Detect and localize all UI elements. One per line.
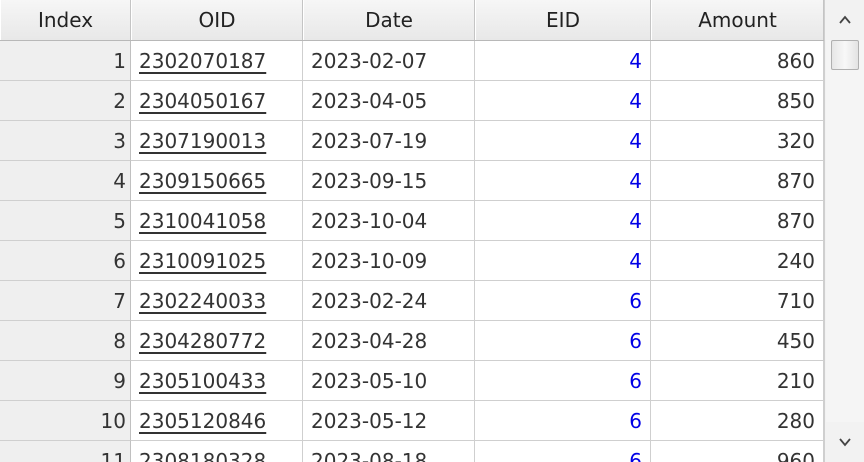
column-header-index[interactable]: Index: [0, 0, 131, 40]
cell-oid[interactable]: 2302240033: [131, 281, 303, 321]
oid-link[interactable]: 2304280772: [139, 328, 267, 353]
cell-index: 8: [0, 321, 131, 361]
table-row[interactable]: 4 2309150665 2023-09-15 4 870: [0, 161, 824, 201]
cell-index: 5: [0, 201, 131, 241]
cell-oid[interactable]: 2304050167: [131, 81, 303, 121]
cell-index: 2: [0, 81, 131, 121]
cell-index: 9: [0, 361, 131, 401]
cell-index: 1: [0, 41, 131, 81]
cell-amount: 870: [651, 161, 824, 201]
cell-index: 7: [0, 281, 131, 321]
cell-oid[interactable]: 2305120846: [131, 401, 303, 441]
cell-date: 2023-04-05: [303, 81, 475, 121]
oid-link[interactable]: 2307190013: [139, 128, 267, 153]
chevron-down-icon[interactable]: [826, 423, 864, 461]
table-row[interactable]: 3 2307190013 2023-07-19 4 320: [0, 121, 824, 161]
cell-amount: 280: [651, 401, 824, 441]
cell-eid[interactable]: 6: [475, 321, 651, 361]
vertical-scrollbar[interactable]: [824, 0, 864, 462]
cell-oid[interactable]: 2309150665: [131, 161, 303, 201]
cell-oid[interactable]: 2307190013: [131, 121, 303, 161]
cell-eid[interactable]: 6: [475, 401, 651, 441]
table-body: 1 2302070187 2023-02-07 4 860 2 2304050167 2023…: [0, 41, 824, 462]
oid-link[interactable]: 2302070187: [139, 48, 267, 73]
table-row[interactable]: 10 2305120846 2023-05-12 6 280: [0, 401, 824, 441]
column-header-date[interactable]: Date: [303, 0, 475, 40]
cell-index: 6: [0, 241, 131, 281]
cell-oid[interactable]: 2302070187: [131, 41, 303, 81]
table-header: Index OID Date EID Amount: [0, 0, 824, 41]
cell-oid[interactable]: 2304280772: [131, 321, 303, 361]
cell-eid[interactable]: 4: [475, 161, 651, 201]
cell-amount: 710: [651, 281, 824, 321]
cell-amount: 960: [651, 441, 824, 462]
oid-link[interactable]: 2310041058: [139, 208, 267, 233]
table-row[interactable]: 1 2302070187 2023-02-07 4 860: [0, 41, 824, 81]
cell-amount: 860: [651, 41, 824, 81]
oid-link[interactable]: 2309150665: [139, 168, 267, 193]
cell-amount: 850: [651, 81, 824, 121]
cell-eid[interactable]: 4: [475, 41, 651, 81]
scrollbar-track[interactable]: [826, 40, 864, 422]
cell-date: 2023-10-04: [303, 201, 475, 241]
cell-eid[interactable]: 4: [475, 121, 651, 161]
cell-eid[interactable]: 4: [475, 241, 651, 281]
cell-eid[interactable]: 4: [475, 201, 651, 241]
oid-link[interactable]: 2302240033: [139, 288, 267, 313]
cell-amount: 320: [651, 121, 824, 161]
column-header-eid[interactable]: EID: [475, 0, 651, 40]
cell-date: 2023-02-07: [303, 41, 475, 81]
cell-eid[interactable]: 6: [475, 441, 651, 462]
column-header-oid[interactable]: OID: [131, 0, 303, 40]
cell-amount: 450: [651, 321, 824, 361]
cell-date: 2023-07-19: [303, 121, 475, 161]
table-row[interactable]: 8 2304280772 2023-04-28 6 450: [0, 321, 824, 361]
cell-oid[interactable]: 2310091025: [131, 241, 303, 281]
table-row[interactable]: 6 2310091025 2023-10-09 4 240: [0, 241, 824, 281]
cell-amount: 240: [651, 241, 824, 281]
oid-link[interactable]: 2305120846: [139, 408, 267, 433]
cell-date: 2023-08-18: [303, 441, 475, 462]
oid-link[interactable]: 2304050167: [139, 88, 267, 113]
table-row[interactable]: 7 2302240033 2023-02-24 6 710: [0, 281, 824, 321]
cell-eid[interactable]: 6: [475, 281, 651, 321]
cell-date: 2023-02-24: [303, 281, 475, 321]
cell-date: 2023-05-10: [303, 361, 475, 401]
oid-link[interactable]: 2305100433: [139, 368, 267, 393]
cell-index: 3: [0, 121, 131, 161]
cell-date: 2023-05-12: [303, 401, 475, 441]
column-header-amount[interactable]: Amount: [651, 0, 824, 40]
cell-amount: 210: [651, 361, 824, 401]
cell-index: 11: [0, 441, 131, 462]
cell-oid[interactable]: 2305100433: [131, 361, 303, 401]
chevron-up-icon[interactable]: [826, 1, 864, 39]
data-table: Index OID Date EID Amount 1 2302070187 202…: [0, 0, 824, 462]
scrollbar-thumb[interactable]: [831, 40, 859, 70]
cell-date: 2023-09-15: [303, 161, 475, 201]
oid-link[interactable]: 2308180328: [139, 448, 267, 462]
cell-eid[interactable]: 4: [475, 81, 651, 121]
table-row[interactable]: 5 2310041058 2023-10-04 4 870: [0, 201, 824, 241]
cell-date: 2023-04-28: [303, 321, 475, 361]
cell-oid[interactable]: 2308180328: [131, 441, 303, 462]
cell-index: 10: [0, 401, 131, 441]
table-row[interactable]: 2 2304050167 2023-04-05 4 850: [0, 81, 824, 121]
table-row[interactable]: 11 2308180328 2023-08-18 6 960: [0, 441, 824, 462]
oid-link[interactable]: 2310091025: [139, 248, 267, 273]
cell-index: 4: [0, 161, 131, 201]
cell-eid[interactable]: 6: [475, 361, 651, 401]
cell-date: 2023-10-09: [303, 241, 475, 281]
cell-amount: 870: [651, 201, 824, 241]
cell-oid[interactable]: 2310041058: [131, 201, 303, 241]
table-row[interactable]: 9 2305100433 2023-05-10 6 210: [0, 361, 824, 401]
